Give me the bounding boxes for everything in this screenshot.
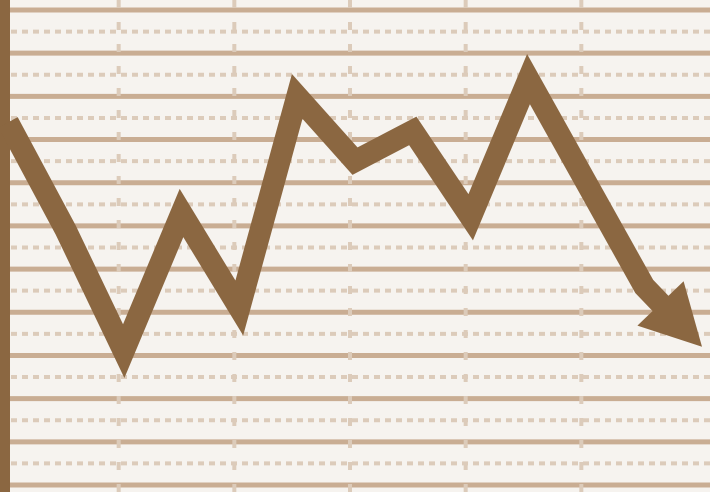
axes — [0, 0, 10, 492]
series — [0, 53, 702, 378]
series-line — [0, 53, 675, 378]
arrow-head-icon — [637, 281, 702, 347]
y-axis-line — [0, 0, 10, 492]
